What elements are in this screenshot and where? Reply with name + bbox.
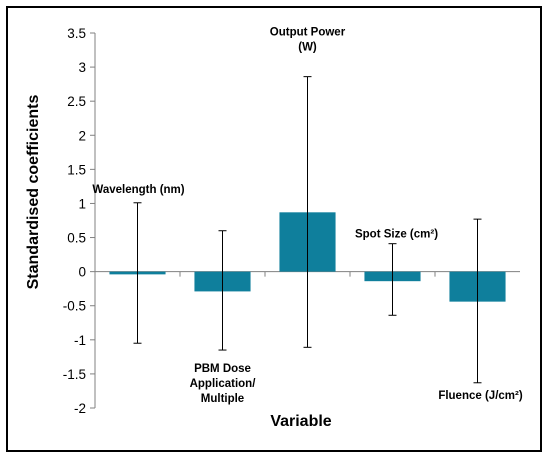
y-tick-label: -1 bbox=[74, 333, 86, 348]
category-label-5: Fluence (J/cm²) bbox=[438, 390, 523, 402]
category-label-1: Wavelength (nm) bbox=[92, 184, 184, 196]
category-label-line: (W) bbox=[298, 42, 317, 54]
y-tick-label: -2 bbox=[74, 401, 86, 416]
category-label-line: Application/ bbox=[190, 378, 257, 390]
y-tick-label: -1.5 bbox=[63, 367, 86, 382]
category-label-line: PBM Dose bbox=[194, 363, 251, 375]
category-label-line: Multiple bbox=[201, 393, 244, 405]
category-label-line: Output Power bbox=[270, 27, 346, 39]
y-tick-label: -0.5 bbox=[63, 299, 86, 314]
y-tick-label: 3.5 bbox=[67, 26, 86, 41]
category-label-2: PBM Dose Application/Multiple bbox=[190, 363, 257, 405]
y-axis-title: Standardised coefficients bbox=[25, 95, 42, 290]
y-tick-label: 2 bbox=[78, 128, 86, 143]
y-tick-label: 1 bbox=[78, 196, 86, 211]
y-tick-label: 0.5 bbox=[67, 231, 86, 246]
category-label-line: Spot Size (cm²) bbox=[355, 229, 438, 241]
y-tick-label: 0 bbox=[78, 265, 86, 280]
y-tick-label: 3 bbox=[78, 60, 86, 75]
y-tick-label: 1.5 bbox=[67, 162, 86, 177]
category-label-4: Spot Size (cm²) bbox=[355, 229, 438, 241]
x-axis-title: Variable bbox=[270, 413, 331, 430]
category-label-3: Output Power (W) bbox=[270, 27, 346, 54]
category-label-line: Fluence (J/cm²) bbox=[438, 390, 523, 402]
chart-frame: 3.5 3 2.5 2 1.5 1 0.5 0 -0.5 -1 -1.5 -2 Wavelength (… bbox=[6, 6, 542, 452]
plot-area: 3.5 3 2.5 2 1.5 1 0.5 0 -0.5 -1 -1.5 -2 Wavelength (… bbox=[63, 26, 523, 416]
y-tick-label: 2.5 bbox=[67, 94, 86, 109]
category-label-line: Wavelength (nm) bbox=[92, 184, 184, 196]
